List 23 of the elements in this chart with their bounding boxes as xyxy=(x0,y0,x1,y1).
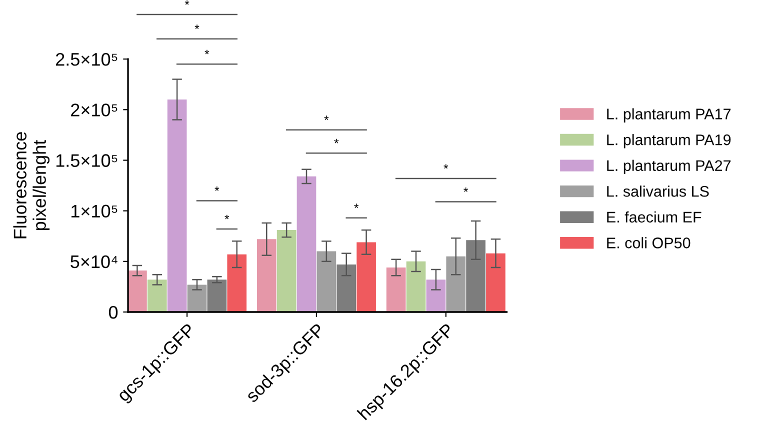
annotation: * xyxy=(214,186,220,191)
annotation: * xyxy=(464,188,468,192)
y-tick-label: 1.5×10⁵ xyxy=(56,154,118,167)
annotation: * xyxy=(224,214,230,220)
legend-label: L. salivarius LS xyxy=(607,186,709,197)
y-tick-label: 2×10⁵ xyxy=(71,104,118,116)
y-tick-label: 2.5×10⁵ xyxy=(56,53,118,66)
y-tick-label: 1×10⁵ xyxy=(72,204,118,218)
annotation: * xyxy=(334,138,339,144)
text: * xyxy=(184,0,190,5)
y-tick-label: 0 xyxy=(108,306,118,319)
annotation: * xyxy=(324,116,329,120)
legend-label: E. faecium EF xyxy=(607,211,702,223)
legend-label: E. coli OP50 xyxy=(607,237,690,248)
annotation: * xyxy=(354,204,359,208)
y-axis-title: Fluorescence pixel/lenght xyxy=(13,132,50,238)
text: * xyxy=(194,24,200,29)
legend-label: L. plantarum PA27 xyxy=(607,160,731,174)
text: * xyxy=(204,50,210,54)
legend-label: L. plantarum PA19 xyxy=(607,134,731,148)
legend-label: L. plantarum PA17 xyxy=(607,108,731,122)
y-tick-label: 5×10⁴ xyxy=(70,255,118,268)
annotation: * xyxy=(444,164,448,169)
